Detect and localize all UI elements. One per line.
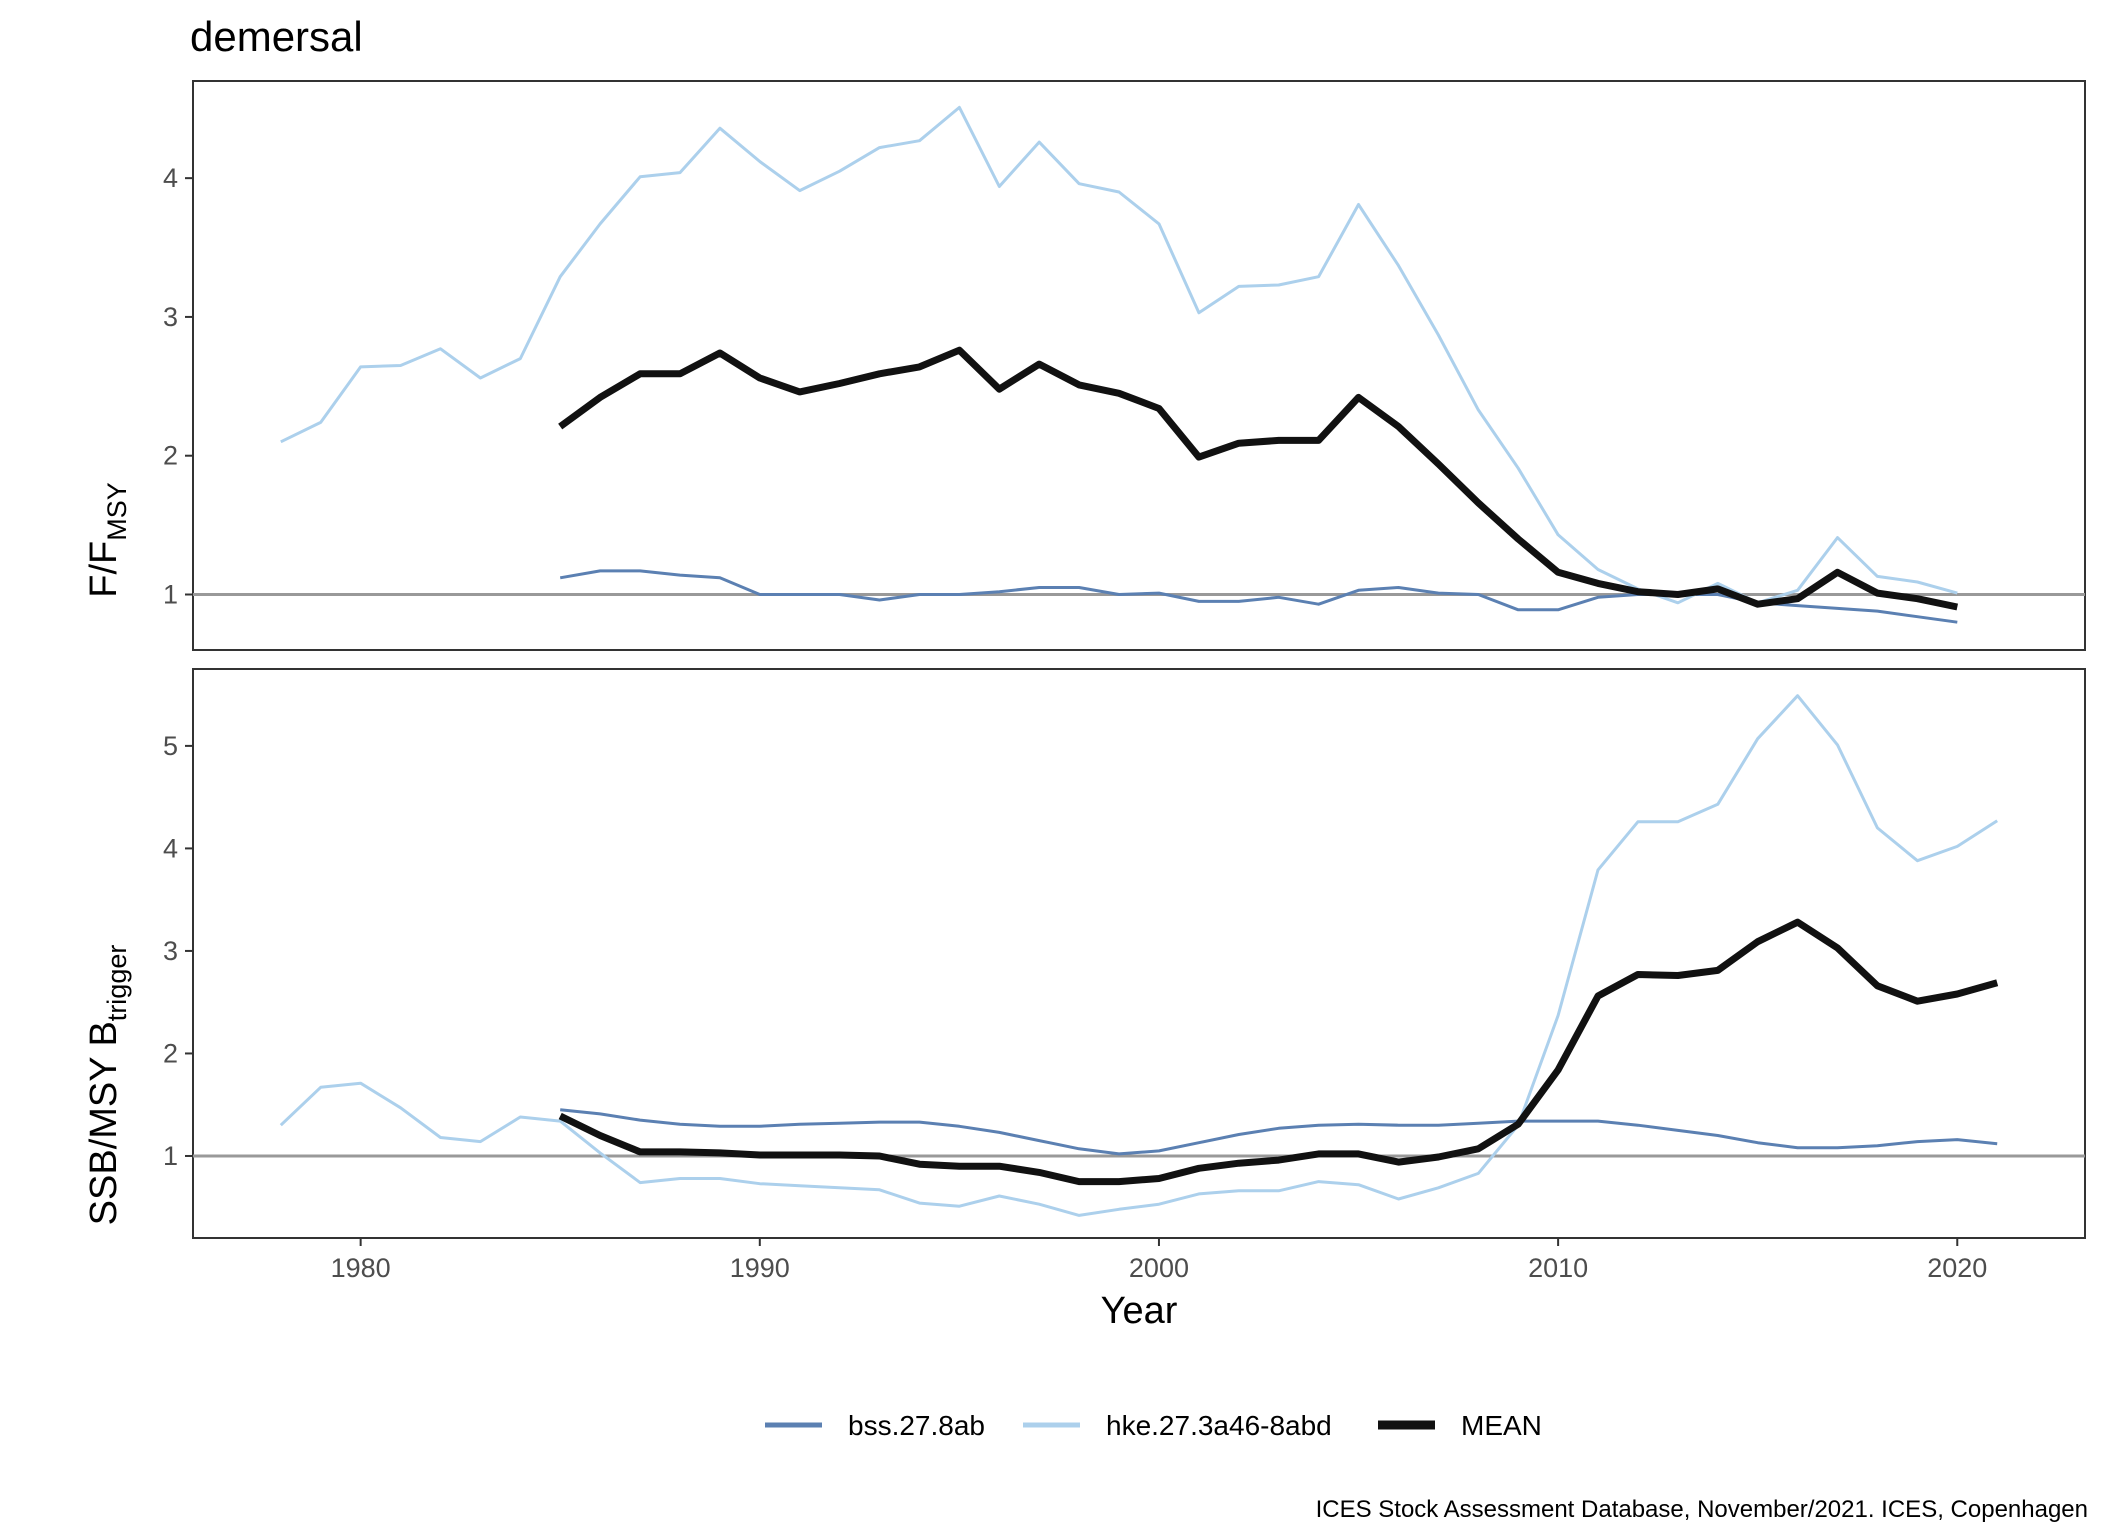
y-axis-title-bottom-sub: trigger: [102, 945, 132, 1022]
series-line-hke-27-3a46-8abd-bottom: [279, 694, 1999, 1217]
y-axis-bottom: 1 2 3 4 5: [163, 731, 193, 1171]
y-tick-label: 2: [163, 441, 178, 471]
y-tick-label: 4: [163, 833, 178, 863]
legend-item-bss: bss.27.8ab: [765, 1410, 985, 1441]
y-axis-title-top-main: F/F: [83, 541, 125, 598]
y-axis-title-bottom-main: SSB/MSY B: [83, 1021, 125, 1225]
y-axis-title-top: F/FMSY: [83, 482, 132, 598]
x-tick-label: 1990: [730, 1253, 790, 1283]
x-axis-title: Year: [1101, 1290, 1178, 1332]
series-line-hke-27-3a46-8abd-top: [280, 105, 1958, 605]
y-tick-label: 2: [163, 1038, 178, 1068]
chart-title: demersal: [190, 13, 363, 60]
y-axis-title-bottom: SSB/MSY Btrigger: [83, 945, 132, 1226]
series-line-bss-27-8ab-bottom: [560, 1108, 1998, 1156]
series-line-mean-bottom: [558, 918, 1999, 1186]
series-line-bss-27-8ab-top: [559, 569, 1958, 624]
caption: ICES Stock Assessment Database, November…: [1316, 1496, 2088, 1523]
legend-item-hke: hke.27.3a46-8abd: [1023, 1410, 1332, 1441]
panel-top: 1 2 3 4 F/FMSY: [83, 80, 2086, 651]
panel-top-frame: [192, 80, 2086, 651]
x-axis: 1980 1990 2000 2010 2020: [331, 1238, 1987, 1283]
y-tick-label: 1: [163, 1141, 178, 1171]
legend-label-hke: hke.27.3a46-8abd: [1106, 1410, 1332, 1441]
series-line-mean-top: [558, 346, 1959, 611]
legend-label-bss: bss.27.8ab: [848, 1410, 985, 1441]
panel-bottom: 1 2 3 4 5 1980 1990 2000 2010 2020 SSB/MSY Btrig…: [83, 668, 2086, 1332]
legend: bss.27.8ab hke.27.3a46-8abd MEAN: [765, 1410, 1542, 1441]
series-group-top: [280, 105, 1959, 624]
x-tick-label: 1980: [331, 1253, 391, 1283]
y-axis-title-top-sub: MSY: [102, 482, 132, 541]
y-axis-top: 1 2 3 4: [163, 163, 193, 609]
y-tick-label: 3: [163, 302, 178, 332]
y-tick-label: 4: [163, 163, 178, 193]
x-tick-label: 2000: [1129, 1253, 1189, 1283]
y-tick-label: 5: [163, 731, 178, 761]
y-tick-label: 1: [163, 579, 178, 609]
series-group-bottom: [279, 694, 1999, 1217]
legend-label-mean: MEAN: [1461, 1410, 1542, 1441]
x-tick-label: 2020: [1927, 1253, 1987, 1283]
x-tick-label: 2010: [1528, 1253, 1588, 1283]
y-tick-label: 3: [163, 936, 178, 966]
legend-item-mean: MEAN: [1378, 1410, 1542, 1441]
